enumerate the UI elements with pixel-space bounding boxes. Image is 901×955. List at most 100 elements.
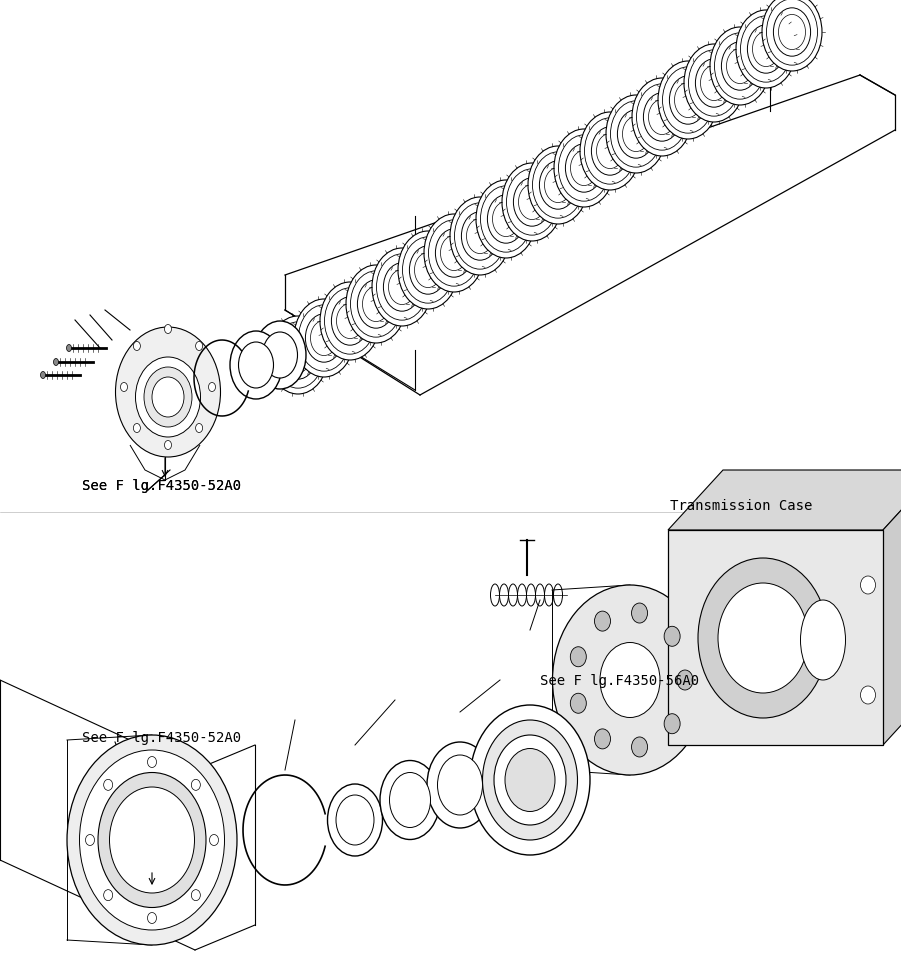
Ellipse shape (502, 163, 562, 241)
Bar (668, 530, 883, 745)
Ellipse shape (461, 212, 498, 260)
Ellipse shape (320, 282, 380, 360)
Ellipse shape (658, 61, 718, 139)
Ellipse shape (860, 686, 876, 704)
Text: Transmission Case: Transmission Case (670, 499, 813, 513)
Ellipse shape (110, 787, 195, 893)
Ellipse shape (409, 245, 447, 294)
Ellipse shape (104, 890, 113, 901)
Ellipse shape (528, 146, 588, 224)
Ellipse shape (148, 912, 157, 923)
Ellipse shape (570, 647, 587, 667)
Ellipse shape (450, 197, 510, 275)
Ellipse shape (632, 603, 648, 623)
Ellipse shape (718, 583, 808, 693)
Ellipse shape (133, 423, 141, 433)
Ellipse shape (669, 75, 706, 124)
Ellipse shape (722, 42, 759, 90)
Text: See F lg.F4350-52A0: See F lg.F4350-52A0 (82, 479, 241, 493)
Ellipse shape (540, 160, 577, 209)
Ellipse shape (268, 316, 328, 394)
Text: See F lg.F4350-52A0: See F lg.F4350-52A0 (82, 479, 241, 493)
Ellipse shape (208, 383, 215, 392)
Ellipse shape (438, 755, 483, 815)
Ellipse shape (196, 423, 203, 433)
Ellipse shape (698, 558, 828, 718)
Ellipse shape (470, 705, 590, 855)
Ellipse shape (860, 576, 876, 594)
Ellipse shape (664, 713, 680, 733)
Ellipse shape (606, 95, 666, 173)
Ellipse shape (305, 314, 342, 362)
Ellipse shape (67, 345, 71, 351)
Text: See F lg.F4350-52A0: See F lg.F4350-52A0 (82, 731, 241, 745)
Ellipse shape (165, 325, 171, 333)
Ellipse shape (53, 358, 59, 366)
Ellipse shape (736, 10, 796, 88)
Text: See F lg.F4350-56A0: See F lg.F4350-56A0 (540, 674, 699, 688)
Ellipse shape (476, 180, 536, 258)
Ellipse shape (632, 737, 648, 757)
Ellipse shape (398, 231, 458, 309)
Ellipse shape (67, 735, 237, 945)
Ellipse shape (505, 749, 555, 812)
Ellipse shape (384, 263, 421, 311)
Ellipse shape (696, 59, 733, 107)
Ellipse shape (773, 8, 811, 56)
Ellipse shape (494, 735, 566, 825)
Ellipse shape (262, 332, 297, 378)
Ellipse shape (239, 342, 274, 388)
Ellipse shape (144, 367, 192, 427)
Ellipse shape (677, 670, 693, 690)
Ellipse shape (210, 835, 219, 845)
Ellipse shape (643, 93, 680, 141)
Polygon shape (668, 470, 901, 530)
Ellipse shape (79, 750, 224, 930)
Ellipse shape (487, 195, 524, 244)
Ellipse shape (800, 600, 845, 680)
Ellipse shape (104, 779, 113, 791)
Ellipse shape (591, 127, 629, 175)
Ellipse shape (115, 327, 221, 457)
Ellipse shape (617, 110, 655, 159)
Ellipse shape (135, 357, 201, 437)
Ellipse shape (424, 214, 484, 292)
Ellipse shape (196, 342, 203, 350)
Ellipse shape (554, 129, 614, 207)
Ellipse shape (98, 773, 206, 907)
Ellipse shape (552, 585, 707, 775)
Ellipse shape (664, 626, 680, 647)
Ellipse shape (748, 25, 785, 74)
Ellipse shape (358, 280, 395, 329)
Ellipse shape (327, 784, 383, 856)
Ellipse shape (595, 611, 611, 631)
Ellipse shape (580, 112, 640, 190)
Ellipse shape (294, 299, 354, 377)
Ellipse shape (336, 795, 374, 845)
Ellipse shape (165, 440, 171, 450)
Ellipse shape (254, 321, 306, 389)
Ellipse shape (435, 229, 473, 277)
Ellipse shape (427, 742, 493, 828)
Ellipse shape (133, 342, 141, 350)
Ellipse shape (332, 297, 369, 345)
Ellipse shape (148, 756, 157, 768)
Ellipse shape (86, 835, 95, 845)
Ellipse shape (684, 44, 744, 122)
Ellipse shape (279, 330, 316, 379)
Ellipse shape (483, 720, 578, 840)
Ellipse shape (152, 377, 184, 417)
Ellipse shape (600, 643, 660, 717)
Ellipse shape (595, 729, 611, 749)
Ellipse shape (762, 0, 822, 71)
Ellipse shape (346, 265, 406, 343)
Ellipse shape (41, 371, 45, 378)
Ellipse shape (389, 773, 431, 827)
Ellipse shape (191, 779, 200, 791)
Ellipse shape (121, 383, 128, 392)
Ellipse shape (191, 890, 200, 901)
Ellipse shape (566, 144, 603, 192)
Ellipse shape (514, 178, 551, 226)
Ellipse shape (632, 78, 692, 156)
Ellipse shape (372, 248, 432, 326)
